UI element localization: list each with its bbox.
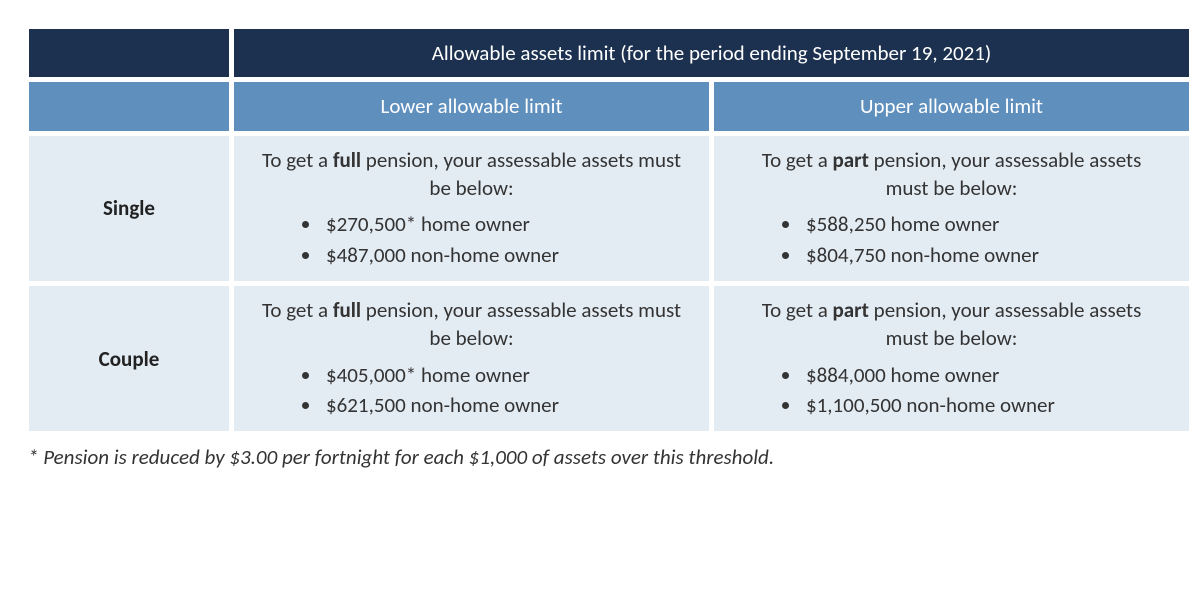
limits-list: $270,500* home owner $487,000 non-home o… [252, 210, 691, 269]
cell-intro-text: To get a full pension, your assessable a… [260, 296, 683, 353]
intro-post: pension, your assessable assets must be … [869, 147, 1141, 201]
list-item: $884,000 home owner [802, 361, 1171, 389]
list-item: $621,500 non-home owner [322, 391, 691, 419]
list-item: $1,100,500 non-home owner [802, 391, 1171, 419]
corner-blank-cell [29, 29, 229, 77]
row-label-single: Single [29, 136, 229, 281]
table-title: Allowable assets limit (for the period e… [234, 29, 1189, 77]
table-row-couple: Couple To get a full pension, your asses… [29, 286, 1189, 431]
intro-bold: full [333, 147, 361, 173]
subheader-upper: Upper allowable limit [714, 82, 1189, 130]
table-subheader-row: Lower allowable limit Upper allowable li… [29, 82, 1189, 130]
table-header-row: Allowable assets limit (for the period e… [29, 29, 1189, 77]
assets-limit-table: Allowable assets limit (for the period e… [24, 24, 1194, 436]
limits-list: $405,000* home owner $621,500 non-home o… [252, 361, 691, 420]
intro-bold: part [833, 297, 869, 323]
list-item: $588,250 home owner [802, 210, 1171, 238]
intro-pre: To get a [262, 297, 333, 323]
limits-list: $884,000 home owner $1,100,500 non-home … [732, 361, 1171, 420]
list-item: $487,000 non-home owner [322, 241, 691, 269]
footnote-text: * Pension is reduced by $3.00 per fortni… [28, 444, 1172, 470]
cell-intro-text: To get a part pension, your assessable a… [740, 296, 1163, 353]
cell-intro-text: To get a part pension, your assessable a… [740, 146, 1163, 203]
row-label-couple: Couple [29, 286, 229, 431]
list-item: $405,000* home owner [322, 361, 691, 389]
cell-single-upper: To get a part pension, your assessable a… [714, 136, 1189, 281]
intro-bold: part [833, 147, 869, 173]
limits-list: $588,250 home owner $804,750 non-home ow… [732, 210, 1171, 269]
subheader-blank-cell [29, 82, 229, 130]
intro-post: pension, your assessable assets must be … [869, 297, 1141, 351]
list-item: $270,500* home owner [322, 210, 691, 238]
cell-intro-text: To get a full pension, your assessable a… [260, 146, 683, 203]
cell-couple-upper: To get a part pension, your assessable a… [714, 286, 1189, 431]
table-row-single: Single To get a full pension, your asses… [29, 136, 1189, 281]
intro-post: pension, your assessable assets must be … [361, 297, 681, 351]
intro-post: pension, your assessable assets must be … [361, 147, 681, 201]
intro-pre: To get a [262, 147, 333, 173]
intro-pre: To get a [762, 147, 833, 173]
cell-single-lower: To get a full pension, your assessable a… [234, 136, 709, 281]
subheader-lower: Lower allowable limit [234, 82, 709, 130]
intro-pre: To get a [762, 297, 833, 323]
intro-bold: full [333, 297, 361, 323]
cell-couple-lower: To get a full pension, your assessable a… [234, 286, 709, 431]
list-item: $804,750 non-home owner [802, 241, 1171, 269]
